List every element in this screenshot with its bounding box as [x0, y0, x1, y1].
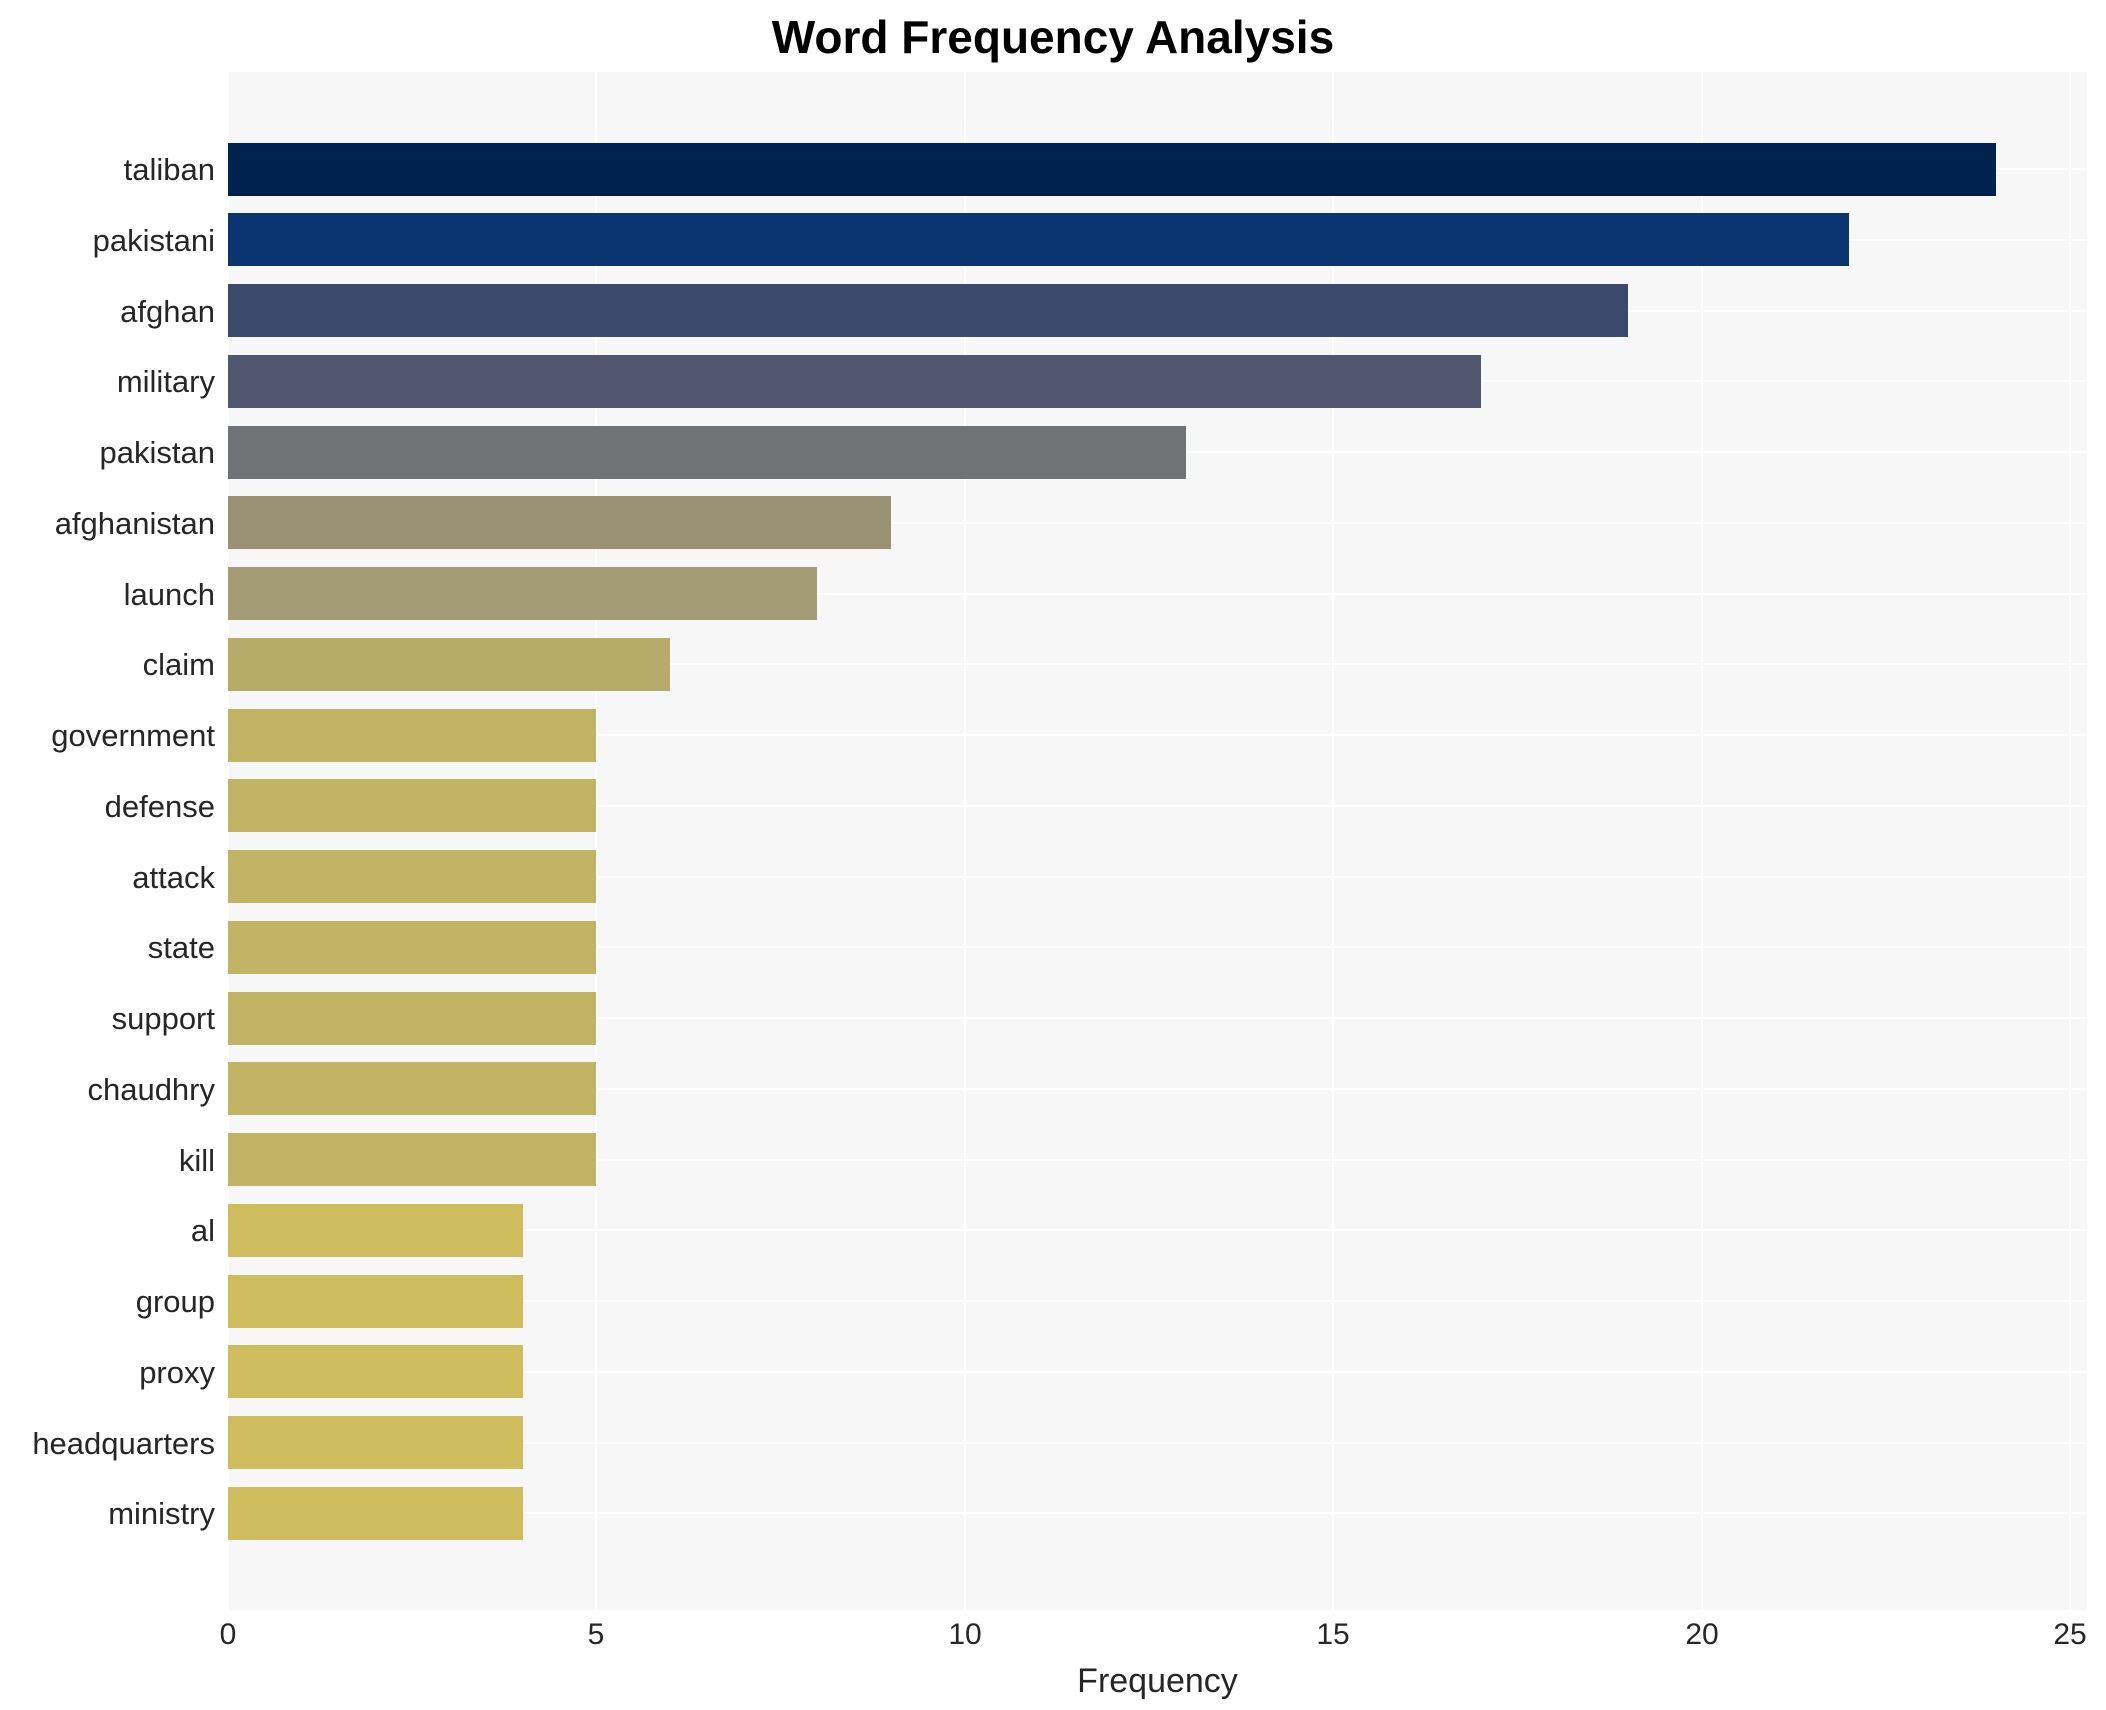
y-tick-label-pakistan: pakistan	[99, 435, 215, 470]
x-tick-label-10: 10	[948, 1618, 982, 1651]
y-tick-label-chaudhry: chaudhry	[87, 1072, 215, 1107]
x-tick-label-0: 0	[219, 1618, 237, 1651]
bar-military	[228, 355, 1481, 408]
y-tick-label-kill: kill	[178, 1143, 215, 1178]
y-tick-label-proxy: proxy	[139, 1355, 215, 1390]
bar-pakistan	[228, 426, 1186, 479]
vertical-gridline-10	[964, 72, 966, 1610]
plot-area	[227, 72, 2087, 1610]
vertical-gridline-15	[1332, 72, 1334, 1610]
vertical-gridline-20	[1701, 72, 1703, 1610]
bar-proxy	[228, 1345, 523, 1398]
y-tick-label-afghanistan: afghanistan	[54, 506, 215, 541]
horizontal-gridline-attack	[228, 876, 2087, 878]
y-tick-label-support: support	[111, 1001, 215, 1036]
y-tick-label-afghan: afghan	[120, 294, 215, 329]
y-tick-label-government: government	[51, 718, 215, 753]
bar-pakistani	[228, 213, 1849, 266]
y-tick-label-pakistani: pakistani	[92, 223, 215, 258]
horizontal-gridline-al	[228, 1229, 2087, 1231]
x-tick-label-25: 25	[2053, 1618, 2087, 1651]
y-tick-label-claim: claim	[142, 647, 215, 682]
bar-government	[228, 709, 596, 762]
x-tick-label-5: 5	[587, 1618, 605, 1651]
horizontal-gridline-headquarters	[228, 1442, 2087, 1444]
horizontal-gridline-kill	[228, 1159, 2087, 1161]
bar-taliban	[228, 143, 1996, 196]
horizontal-gridline-proxy	[228, 1371, 2087, 1373]
bar-afghan	[228, 284, 1628, 337]
horizontal-gridline-claim	[228, 663, 2087, 665]
bar-claim	[228, 638, 670, 691]
y-tick-label-launch: launch	[123, 577, 215, 612]
x-tick-label-15: 15	[1316, 1618, 1350, 1651]
y-tick-label-attack: attack	[132, 860, 215, 895]
bar-group	[228, 1275, 523, 1328]
y-tick-label-state: state	[147, 930, 215, 965]
bar-ministry	[228, 1487, 523, 1540]
horizontal-gridline-group	[228, 1300, 2087, 1302]
vertical-gridline-0	[227, 72, 229, 1610]
horizontal-gridline-state	[228, 946, 2087, 948]
horizontal-gridline-government	[228, 734, 2087, 736]
horizontal-gridline-ministry	[228, 1512, 2087, 1514]
y-tick-label-ministry: ministry	[108, 1496, 215, 1531]
x-axis-title: Frequency	[1077, 1662, 1238, 1700]
y-tick-label-taliban: taliban	[123, 152, 215, 187]
horizontal-gridline-support	[228, 1017, 2087, 1019]
vertical-gridline-25	[2069, 72, 2071, 1610]
bar-support	[228, 992, 596, 1045]
x-tick-label-20: 20	[1685, 1618, 1719, 1651]
y-tick-label-defense: defense	[104, 789, 215, 824]
bar-launch	[228, 567, 817, 620]
horizontal-gridline-afghanistan	[228, 522, 2087, 524]
bar-state	[228, 921, 596, 974]
bar-al	[228, 1204, 523, 1257]
horizontal-gridline-chaudhry	[228, 1088, 2087, 1090]
bar-afghanistan	[228, 496, 891, 549]
y-tick-label-al: al	[190, 1213, 215, 1248]
y-tick-label-military: military	[116, 364, 215, 399]
horizontal-gridline-defense	[228, 805, 2087, 807]
bar-defense	[228, 779, 596, 832]
horizontal-gridline-launch	[228, 593, 2087, 595]
bar-chaudhry	[228, 1062, 596, 1115]
chart-title: Word Frequency Analysis	[771, 11, 1335, 63]
bar-headquarters	[228, 1416, 523, 1469]
bar-kill	[228, 1133, 596, 1186]
bar-attack	[228, 850, 596, 903]
y-tick-label-group: group	[135, 1284, 215, 1319]
y-tick-label-headquarters: headquarters	[32, 1426, 215, 1461]
vertical-gridline-5	[595, 72, 597, 1610]
